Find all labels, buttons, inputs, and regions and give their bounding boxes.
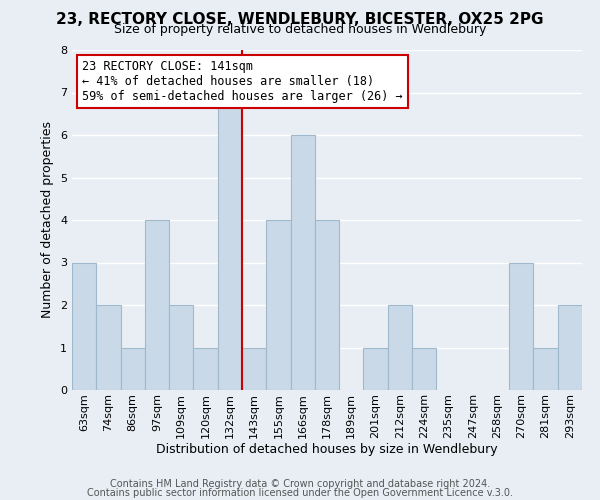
Y-axis label: Number of detached properties: Number of detached properties	[41, 122, 55, 318]
Bar	[412, 348, 436, 390]
Bar	[145, 220, 169, 390]
Bar	[533, 348, 558, 390]
X-axis label: Distribution of detached houses by size in Wendlebury: Distribution of detached houses by size …	[156, 444, 498, 456]
Bar	[266, 220, 290, 390]
Bar	[96, 305, 121, 390]
Bar	[388, 305, 412, 390]
Bar	[364, 348, 388, 390]
Bar	[169, 305, 193, 390]
Bar	[218, 92, 242, 390]
Bar	[509, 262, 533, 390]
Bar	[315, 220, 339, 390]
Text: 23, RECTORY CLOSE, WENDLEBURY, BICESTER, OX25 2PG: 23, RECTORY CLOSE, WENDLEBURY, BICESTER,…	[56, 12, 544, 28]
Text: Contains HM Land Registry data © Crown copyright and database right 2024.: Contains HM Land Registry data © Crown c…	[110, 479, 490, 489]
Bar	[558, 305, 582, 390]
Text: 23 RECTORY CLOSE: 141sqm
← 41% of detached houses are smaller (18)
59% of semi-d: 23 RECTORY CLOSE: 141sqm ← 41% of detach…	[82, 60, 403, 103]
Bar	[290, 135, 315, 390]
Text: Contains public sector information licensed under the Open Government Licence v.: Contains public sector information licen…	[87, 488, 513, 498]
Bar	[121, 348, 145, 390]
Bar	[242, 348, 266, 390]
Bar	[72, 262, 96, 390]
Bar	[193, 348, 218, 390]
Text: Size of property relative to detached houses in Wendlebury: Size of property relative to detached ho…	[114, 22, 486, 36]
